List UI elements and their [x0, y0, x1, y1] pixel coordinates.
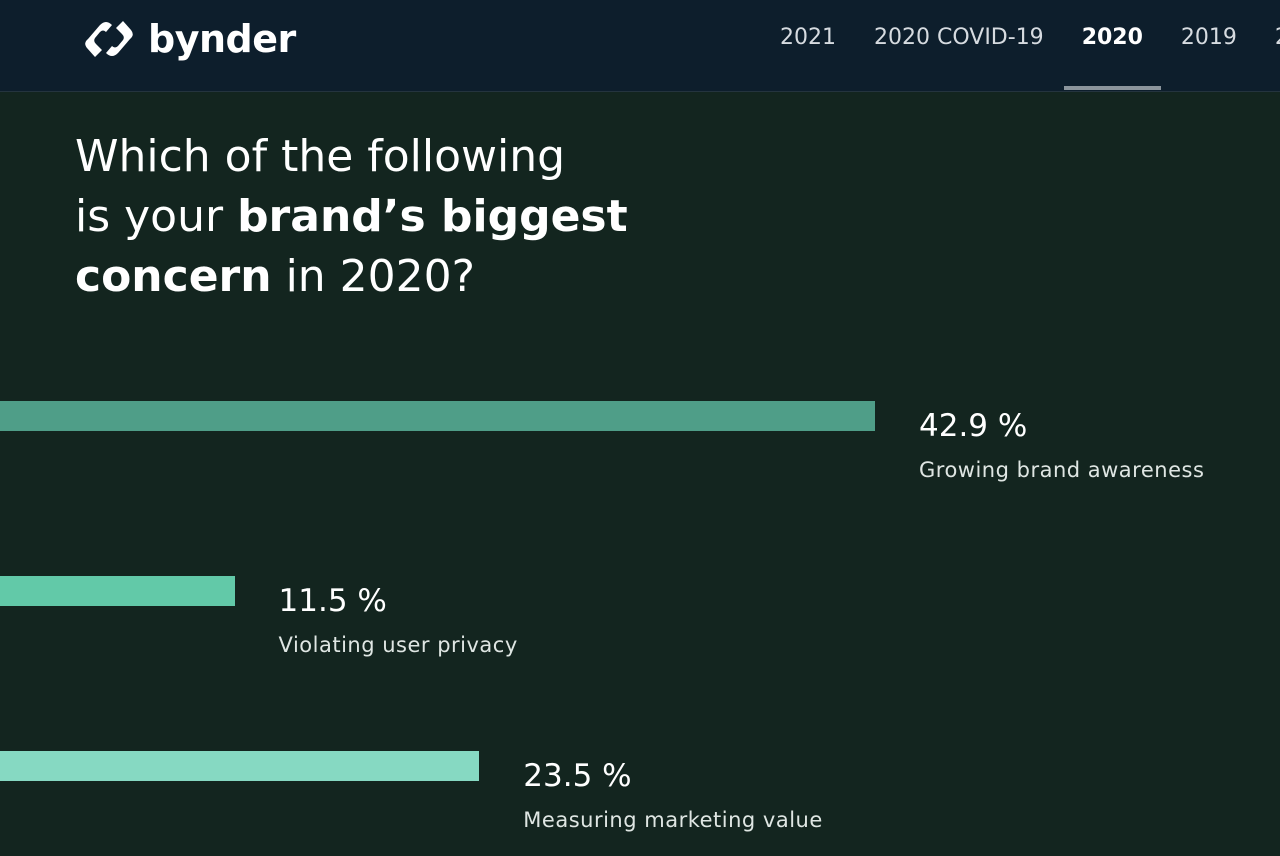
nav-item[interactable]: 2020 COVID-19 — [874, 25, 1044, 50]
nav-item[interactable]: 2019 — [1180, 25, 1237, 50]
category-label: Growing brand awareness — [919, 458, 1205, 482]
top-bar: bynder 2021 2020 COVID-19 2020 2019 2018 — [0, 0, 1280, 92]
nav-item[interactable]: 2021 — [780, 25, 836, 50]
nav-item[interactable]: 2020 — [1063, 22, 1162, 92]
category-label: Measuring marketing value — [523, 808, 823, 832]
title-segment: in 2020? — [271, 251, 476, 303]
value-label: 23.5 % — [523, 758, 632, 794]
logo-text: bynder — [148, 17, 296, 61]
category-label: Violating user privacy — [278, 633, 518, 657]
value-label: 11.5 % — [278, 583, 387, 619]
value-label: 42.9 % — [919, 408, 1028, 444]
bar — [0, 751, 480, 781]
title-segment: Which of the following — [75, 131, 566, 183]
title-line: concern in 2020? — [75, 247, 628, 307]
title-line: Which of the following — [75, 127, 628, 187]
logo-icon — [85, 21, 133, 57]
bar — [0, 401, 875, 431]
title-segment: brand’s biggest — [237, 191, 628, 243]
chart-title: Which of the following is your brand’s bi… — [75, 127, 628, 307]
logo[interactable]: bynder — [80, 14, 296, 64]
title-segment: is your — [75, 191, 238, 243]
year-nav: 2021 2020 COVID-19 2020 2019 2018 — [780, 22, 1280, 92]
nav-item[interactable]: 2018 — [1275, 22, 1280, 92]
bar — [0, 576, 235, 606]
title-line: is your brand’s biggest — [75, 187, 628, 247]
title-segment: concern — [75, 251, 272, 303]
